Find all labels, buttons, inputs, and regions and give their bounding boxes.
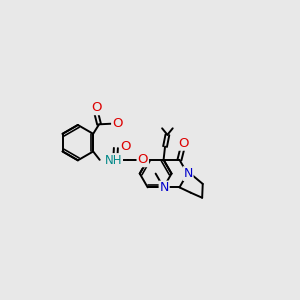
- Text: N: N: [183, 167, 193, 180]
- Text: NH: NH: [105, 154, 122, 167]
- Text: O: O: [138, 153, 148, 166]
- Text: O: O: [178, 137, 188, 150]
- Text: O: O: [91, 101, 101, 114]
- Text: O: O: [112, 117, 122, 130]
- Text: O: O: [121, 140, 131, 153]
- Text: N: N: [160, 182, 169, 194]
